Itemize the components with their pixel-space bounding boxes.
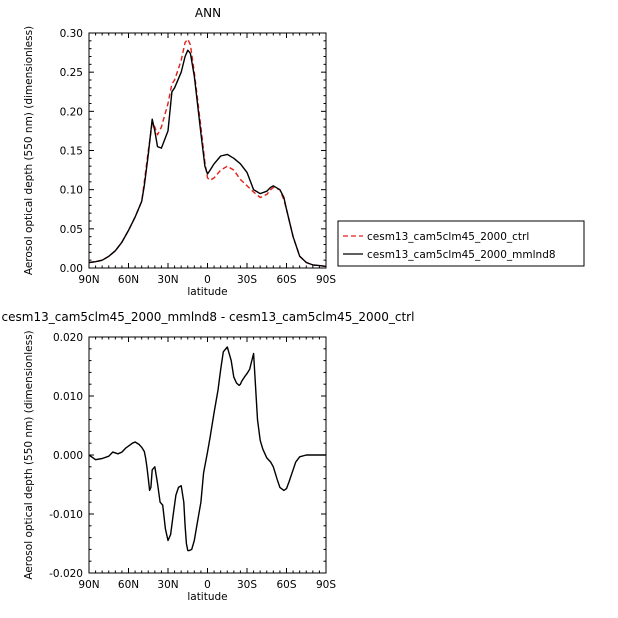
x-axis-label: latitude <box>187 286 227 298</box>
x-axis-label: latitude <box>187 591 227 603</box>
legend-entry-ctrl: cesm13_cam5clm45_2000_ctrl <box>367 231 529 243</box>
mean-aod-panel: ANN 90N 60N 30N 0 30S 60S 90S 0.00 0.05 0.10 0.15 0… <box>23 6 336 298</box>
y-tick-label: 0.15 <box>60 146 83 158</box>
legend-box <box>337 220 585 267</box>
series-line-1 <box>88 49 327 268</box>
y-tick-label: -0.010 <box>49 509 83 521</box>
x-tick-label: 60N <box>118 579 139 591</box>
y-tick-label: 0.25 <box>60 67 83 79</box>
x-tick-label: 30S <box>237 579 257 591</box>
x-tick-label: 90N <box>78 579 99 591</box>
x-tick-label: 30N <box>157 274 178 286</box>
y-tick-label: 0.20 <box>60 106 83 118</box>
x-tick-label: 90N <box>78 274 99 286</box>
plot-area: 90N 60N 30N 0 30S 60S 90S 0.00 0.05 0.10 0.15 0.20 0… <box>60 28 337 286</box>
plot-frame <box>88 32 327 269</box>
x-tick-label: 0 <box>204 579 211 591</box>
y-tick-label: 0.00 <box>60 263 83 275</box>
plot-area: 90N 60N 30N 0 30S 60S 90S -0.020 -0.010 0.000 0.01… <box>49 332 336 591</box>
y-axis-label: Aerosol optical depth (550 nm) (dimensio… <box>23 26 35 275</box>
series-line-0 <box>88 38 327 268</box>
difference-panel: cesm13_cam5clm45_2000_mmlnd8 - cesm13_ca… <box>2 310 415 603</box>
x-tick-label: 90S <box>316 274 336 286</box>
legend: cesm13_cam5clm45_2000_ctrl cesm13_cam5cl… <box>337 220 585 267</box>
y-tick-label: 0.020 <box>53 332 83 344</box>
x-tick-label: 30S <box>237 274 257 286</box>
y-tick-label: 0.10 <box>60 185 83 197</box>
panel-title: ANN <box>195 6 221 20</box>
x-tick-label: 60S <box>276 579 296 591</box>
y-tick-label: 0.30 <box>60 28 83 40</box>
x-tick-label: 0 <box>204 274 211 286</box>
y-axis-label: Aerosol optical depth (550 nm) (dimensio… <box>23 330 35 579</box>
y-tick-label: 0.010 <box>53 391 83 403</box>
x-tick-label: 60S <box>276 274 296 286</box>
x-tick-label: 30N <box>157 579 178 591</box>
x-tick-label: 90S <box>316 579 336 591</box>
y-tick-label: 0.000 <box>53 450 83 462</box>
y-tick-label: 0.05 <box>60 224 83 236</box>
legend-entry-mmlnd8: cesm13_cam5clm45_2000_mmlnd8 <box>367 249 556 261</box>
panel-title: cesm13_cam5clm45_2000_mmlnd8 - cesm13_ca… <box>2 310 415 324</box>
series-line-0 <box>88 346 326 552</box>
y-tick-label: -0.020 <box>49 568 83 580</box>
x-tick-label: 60N <box>118 274 139 286</box>
